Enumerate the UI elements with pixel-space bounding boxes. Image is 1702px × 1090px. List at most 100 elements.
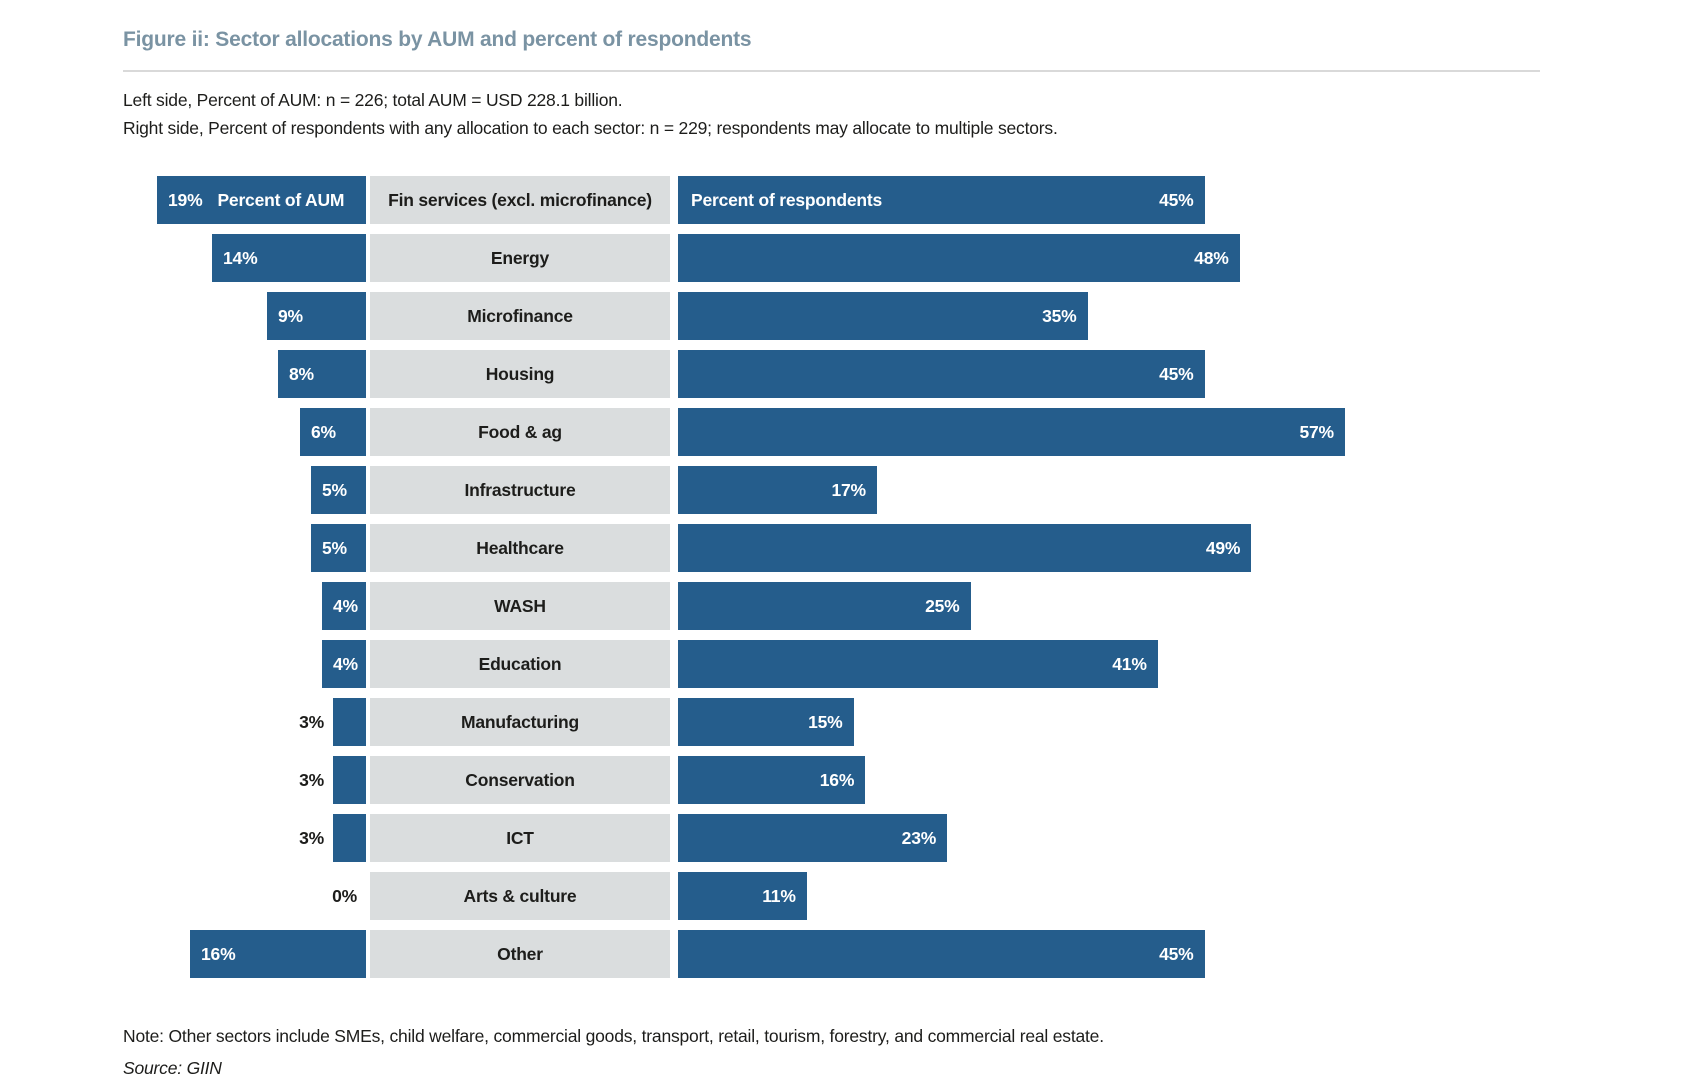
respondents-bar-area: 17% <box>678 466 1573 514</box>
chart-row: 3% Conservation 16% <box>123 756 1573 804</box>
aum-bar-area: 3% <box>123 698 366 746</box>
respondents-bar: Percent of respondents 45% <box>678 176 1205 224</box>
aum-value-label: 3% <box>299 769 324 790</box>
sector-band: Energy <box>370 234 670 282</box>
chart-row: 5% Infrastructure 17% <box>123 466 1573 514</box>
respondents-bar-area: 57% <box>678 408 1573 456</box>
sector-band: Microfinance <box>370 292 670 340</box>
respondents-value-label: 35% <box>1042 305 1077 326</box>
respondents-bar: 16% <box>678 756 866 804</box>
sector-label: Infrastructure <box>464 479 576 500</box>
sector-band: Arts & culture <box>370 872 670 920</box>
chart-row: 5% Healthcare 49% <box>123 524 1573 572</box>
respondents-bar-area: 45% <box>678 350 1573 398</box>
aum-bar: 6% <box>300 408 366 456</box>
sector-label: WASH <box>494 595 546 616</box>
sector-label: ICT <box>506 827 534 848</box>
aum-value-label: 4% <box>333 595 358 616</box>
subtitle-right-side: Right side, Percent of respondents with … <box>123 118 1058 138</box>
aum-bar <box>333 698 366 746</box>
sector-label: Healthcare <box>476 537 564 558</box>
aum-bar-area: 5% <box>123 524 366 572</box>
respondents-bar: 48% <box>678 234 1240 282</box>
aum-bar-area: 8% <box>123 350 366 398</box>
aum-value-label: 8% <box>289 363 314 384</box>
aum-value-label: 9% <box>278 305 303 326</box>
respondents-value-label: 48% <box>1194 247 1229 268</box>
respondents-bar-area: 35% <box>678 292 1573 340</box>
respondents-bar: 17% <box>678 466 877 514</box>
aum-bar: 16% <box>190 930 366 978</box>
respondents-bar: 11% <box>678 872 807 920</box>
aum-bar-area: 4% <box>123 640 366 688</box>
aum-bar: 14% <box>212 234 366 282</box>
aum-bar-area: 19% Percent of AUM <box>123 176 366 224</box>
respondents-value-label: 15% <box>808 711 843 732</box>
respondents-bar-area: 45% <box>678 930 1573 978</box>
respondents-bar: 23% <box>678 814 948 862</box>
aum-bar: 5% <box>311 524 366 572</box>
aum-value-label: 5% <box>322 479 347 500</box>
aum-bar: 4% <box>322 640 366 688</box>
figure-footnote: Note: Other sectors include SMEs, child … <box>123 1020 1104 1084</box>
aum-bar-area: 5% <box>123 466 366 514</box>
sector-label: Fin services (excl. microfinance) <box>388 189 652 210</box>
sector-band: Other <box>370 930 670 978</box>
figure-title: Figure ii: Sector allocations by AUM and… <box>123 28 752 51</box>
figure-subtitle: Left side, Percent of AUM: n = 226; tota… <box>123 86 1058 142</box>
respondents-bar: 45% <box>678 350 1205 398</box>
respondents-value-label: 16% <box>819 769 855 790</box>
respondents-value-label: 41% <box>1112 653 1147 674</box>
chart-row: 3% ICT 23% <box>123 814 1573 862</box>
respondents-value-label: 57% <box>1299 421 1334 442</box>
sector-band: Food & ag <box>370 408 670 456</box>
title-divider <box>123 70 1540 72</box>
respondents-value-label: 17% <box>831 479 866 500</box>
chart-row: 6% Food & ag 57% <box>123 408 1573 456</box>
respondents-bar: 25% <box>678 582 971 630</box>
sector-label: Food & ag <box>478 421 562 442</box>
sector-label: Energy <box>490 247 550 268</box>
respondents-bar: 57% <box>678 408 1345 456</box>
note-text: Note: Other sectors include SMEs, child … <box>123 1026 1104 1046</box>
aum-bar-area: 9% <box>123 292 366 340</box>
respondents-bar-area: 49% <box>678 524 1573 572</box>
respondents-bar-area: Percent of respondents 45% <box>678 176 1573 224</box>
respondents-value-label: 11% <box>762 885 796 906</box>
sector-label: Education <box>478 653 562 674</box>
aum-value-label: 4% <box>333 653 358 674</box>
sector-band: Education <box>370 640 670 688</box>
chart-row: 4% Education 41% <box>123 640 1573 688</box>
aum-value-label: 3% <box>299 827 324 848</box>
butterfly-bar-chart: 19% Percent of AUM Fin services (excl. mic… <box>123 176 1573 988</box>
chart-row: 4% WASH 25% <box>123 582 1573 630</box>
aum-bar <box>333 756 366 804</box>
aum-bar-area: 4% <box>123 582 366 630</box>
aum-bar-area: 0% <box>123 872 366 920</box>
respondents-bar-area: 48% <box>678 234 1573 282</box>
aum-bar-area: 6% <box>123 408 366 456</box>
respondents-value-label: 25% <box>925 595 960 616</box>
sector-band: ICT <box>370 814 670 862</box>
chart-row: 9% Microfinance 35% <box>123 292 1573 340</box>
chart-row: 16% Other 45% <box>123 930 1573 978</box>
sector-band: Fin services (excl. microfinance) <box>370 176 670 224</box>
sector-label: Conservation <box>465 769 575 790</box>
aum-value-label: 6% <box>311 421 336 442</box>
sector-label: Microfinance <box>467 305 573 326</box>
sector-label: Other <box>497 943 543 964</box>
respondents-value-label: 23% <box>901 827 937 848</box>
aum-bar: 19% Percent of AUM <box>157 176 366 224</box>
respondents-bar: 45% <box>678 930 1205 978</box>
aum-bar: 9% <box>267 292 366 340</box>
aum-bar: 4% <box>322 582 366 630</box>
aum-bar <box>333 814 366 862</box>
chart-row: 0% Arts & culture 11% <box>123 872 1573 920</box>
aum-value-label: 5% <box>322 537 347 558</box>
respondents-bar-area: 16% <box>678 756 1573 804</box>
aum-series-label: Percent of AUM <box>217 189 345 210</box>
aum-bar-area: 3% <box>123 756 366 804</box>
respondents-bar-area: 41% <box>678 640 1573 688</box>
aum-bar-area: 14% <box>123 234 366 282</box>
aum-value-label: 19% <box>168 189 203 210</box>
